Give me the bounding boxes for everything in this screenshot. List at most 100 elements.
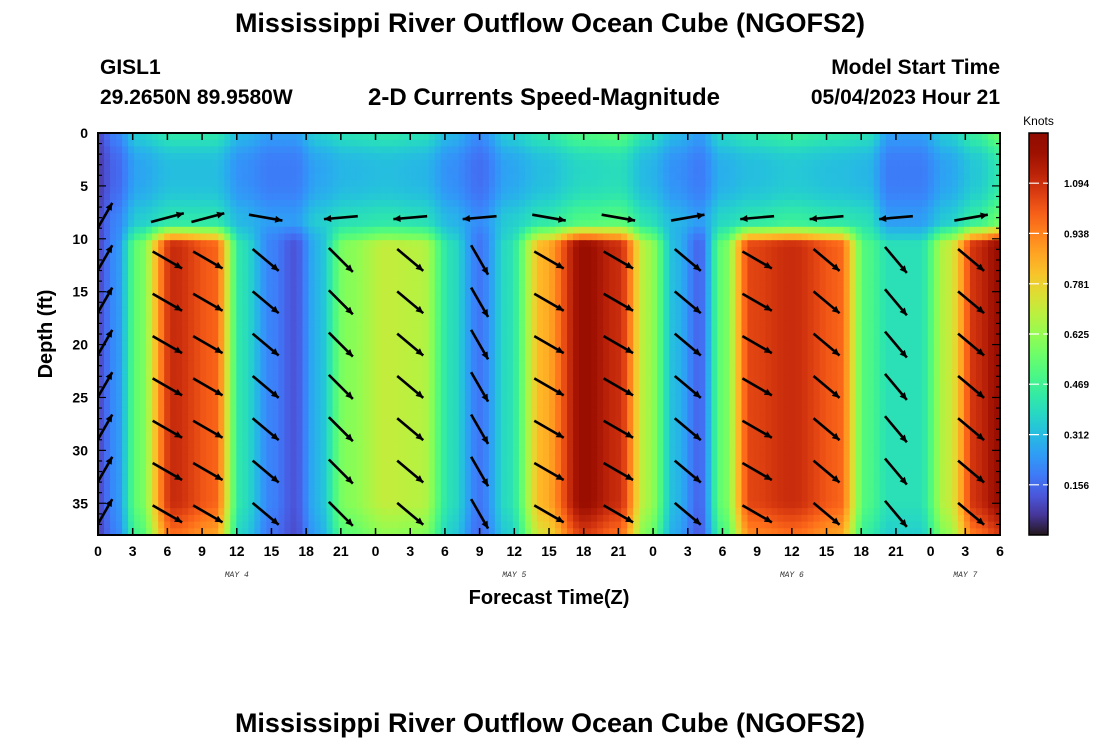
heatmap-cell	[410, 206, 418, 214]
heatmap-cell	[939, 139, 947, 147]
heatmap-cell	[753, 166, 761, 174]
heatmap-cell	[675, 186, 682, 194]
heatmap-cell	[278, 213, 286, 221]
heatmap-cell	[320, 166, 328, 174]
heatmap-cell	[452, 206, 460, 214]
heatmap-cell	[711, 327, 718, 335]
heatmap-cell	[681, 280, 688, 288]
heatmap-cell	[915, 220, 923, 228]
heatmap-cell	[573, 193, 580, 201]
heatmap-cell	[236, 293, 243, 302]
heatmap-cell	[621, 146, 628, 154]
heatmap-cell	[104, 159, 111, 168]
heatmap-cell	[741, 193, 749, 201]
heatmap-cell	[831, 293, 839, 302]
heatmap-cell	[933, 193, 941, 201]
heatmap-cell	[945, 320, 953, 328]
heatmap-cell	[428, 179, 436, 188]
heatmap-cell	[446, 220, 454, 228]
heatmap-cell	[410, 240, 418, 248]
heatmap-cell	[266, 220, 273, 228]
heatmap-cell	[717, 213, 724, 221]
heatmap-cell	[338, 193, 346, 201]
heatmap-cell	[561, 220, 568, 228]
heatmap-cell	[885, 320, 893, 328]
heatmap-cell	[903, 260, 911, 268]
heatmap-cell	[963, 260, 971, 268]
heatmap-cell	[104, 220, 111, 228]
heatmap-cell	[266, 293, 273, 302]
heatmap-cell	[488, 334, 496, 342]
heatmap-cell	[591, 293, 598, 302]
heatmap-cell	[741, 179, 749, 188]
heatmap-cell	[579, 226, 586, 235]
heatmap-cell	[206, 186, 213, 194]
heatmap-cell	[807, 327, 815, 335]
heatmap-cell	[711, 273, 718, 281]
heatmap-cell	[194, 186, 201, 194]
heatmap-cell	[963, 240, 971, 248]
heatmap-cell	[494, 240, 502, 248]
heatmap-cell	[777, 300, 785, 308]
heatmap-cell	[657, 340, 664, 348]
heatmap-cell	[314, 327, 322, 335]
heatmap-cell	[873, 307, 881, 315]
heatmap-cell	[939, 220, 947, 228]
heatmap-cell	[380, 166, 388, 174]
heatmap-cell	[753, 146, 761, 154]
heatmap-cell	[398, 173, 406, 181]
heatmap-cell	[326, 240, 334, 248]
heatmap-cell	[500, 233, 508, 241]
heatmap-cell	[248, 159, 255, 168]
heatmap-cell	[308, 133, 316, 141]
heatmap-cell	[675, 213, 682, 221]
heatmap-cell	[555, 233, 562, 241]
heatmap-cell	[482, 220, 490, 228]
heatmap-cell	[957, 146, 965, 154]
heatmap-cell	[176, 179, 183, 188]
heatmap-cell	[909, 300, 917, 308]
heatmap-cell	[500, 166, 508, 174]
heatmap-cell	[536, 307, 544, 315]
heatmap-cell	[969, 166, 977, 174]
heatmap-cell	[326, 173, 334, 181]
heatmap-cell	[458, 173, 466, 181]
heatmap-cell	[272, 340, 279, 348]
heatmap-cell	[392, 334, 400, 342]
heatmap-cell	[260, 327, 267, 335]
heatmap-cell	[434, 334, 442, 342]
heatmap-cell	[615, 139, 622, 147]
heatmap-cell	[921, 293, 929, 302]
heatmap-cell	[272, 287, 279, 295]
heatmap-cell	[573, 287, 580, 295]
heatmap-cell	[140, 293, 147, 302]
heatmap-cell	[975, 200, 983, 208]
heatmap-cell	[242, 273, 249, 281]
heatmap-cell	[687, 193, 694, 201]
heatmap-cell	[909, 320, 917, 328]
heatmap-cell	[164, 267, 171, 275]
heatmap-cell	[747, 320, 755, 328]
heatmap-cell	[711, 206, 718, 214]
heatmap-cell	[951, 186, 959, 194]
heatmap-cell	[506, 260, 514, 268]
heatmap-cell	[146, 133, 153, 141]
heatmap-cell	[567, 347, 574, 355]
heatmap-cell	[555, 300, 562, 308]
heatmap-cell	[987, 179, 995, 188]
heatmap-cell	[663, 320, 670, 328]
heatmap-cell	[164, 246, 171, 255]
heatmap-cell	[404, 260, 412, 268]
heatmap-cell	[272, 260, 279, 268]
heatmap-cell	[669, 186, 676, 194]
heatmap-cell	[146, 233, 153, 241]
heatmap-cell	[741, 166, 749, 174]
heatmap-cell	[885, 340, 893, 348]
heatmap-cell	[434, 173, 442, 181]
heatmap-cell	[621, 213, 628, 221]
heatmap-cell	[128, 240, 135, 248]
heatmap-cell	[464, 260, 472, 268]
heatmap-cell	[230, 220, 237, 228]
heatmap-cell	[344, 166, 352, 174]
heatmap-cell	[705, 246, 712, 255]
